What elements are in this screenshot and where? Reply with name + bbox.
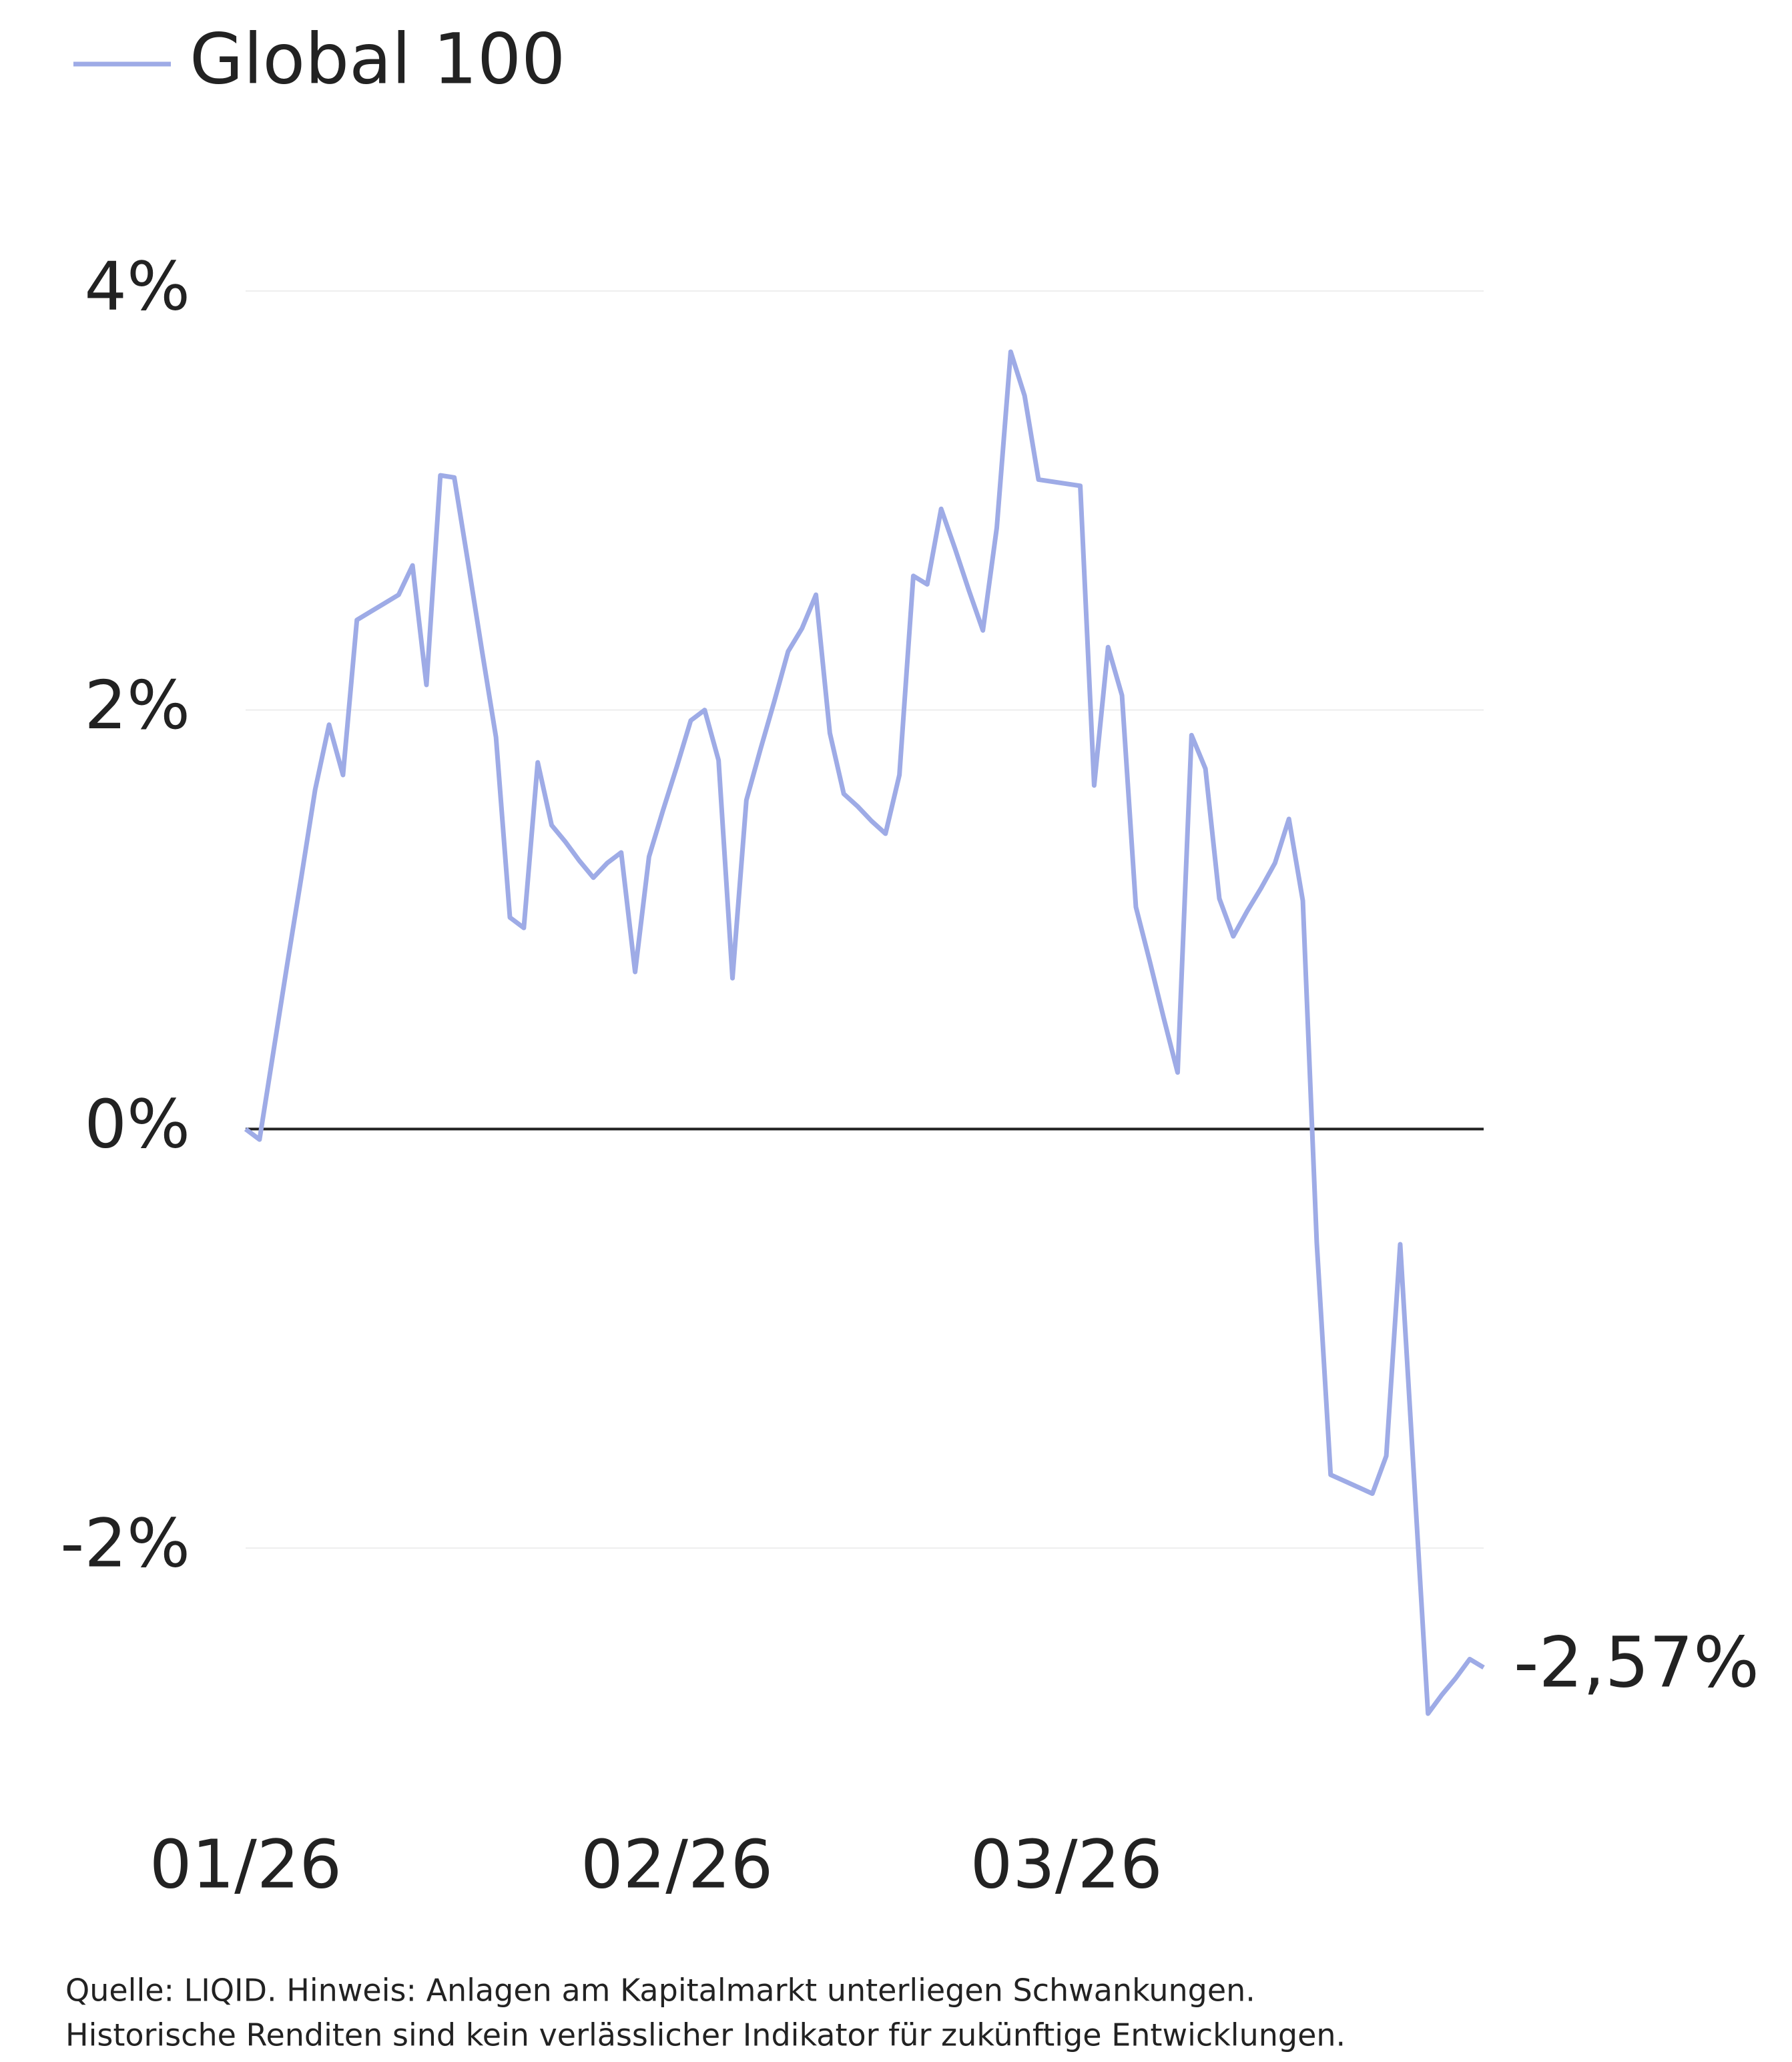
y-tick-label: 2% [84,666,190,744]
legend-label: Global 100 [190,18,565,99]
y-tick-label: 4% [84,247,190,325]
source-note: Historische Renditen sind kein verlässli… [65,2017,1346,2053]
x-tick-label: 01/26 [150,1825,342,1903]
y-tick-label: 0% [84,1085,190,1164]
x-tick-label: 02/26 [581,1825,773,1903]
x-tick-label: 03/26 [970,1825,1163,1903]
data-line [244,349,1485,1716]
y-tick-label: -2% [60,1504,190,1582]
source-note: Quelle: LIQID. Hinweis: Anlagen am Kapit… [65,1973,1255,2009]
value-label: -2,57% [1514,1621,1759,1703]
